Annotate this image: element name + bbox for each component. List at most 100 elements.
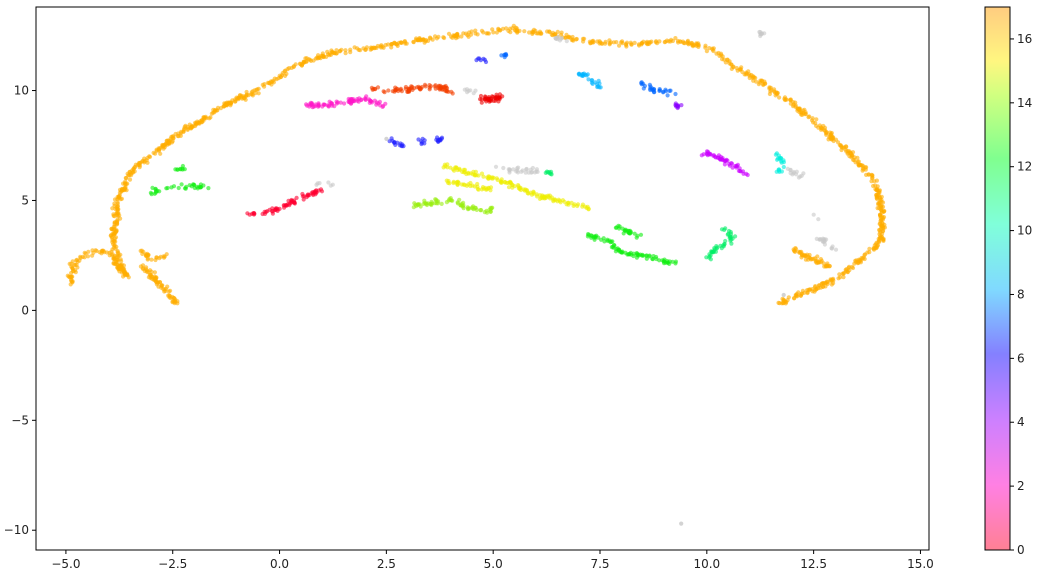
- data-point: [437, 87, 442, 92]
- plot-frame: [35, 6, 930, 551]
- data-point: [459, 34, 464, 39]
- data-point: [779, 160, 784, 165]
- data-point: [552, 32, 558, 37]
- colorbar-tick-label: 16: [1017, 32, 1032, 46]
- data-point: [320, 51, 325, 56]
- data-point: [617, 226, 622, 231]
- data-point: [112, 256, 117, 262]
- data-point: [494, 96, 500, 101]
- data-point: [525, 191, 530, 196]
- series-cluster-6: [499, 51, 678, 98]
- data-point: [841, 270, 847, 276]
- data-point: [810, 116, 815, 121]
- data-point: [316, 102, 321, 107]
- data-point: [743, 72, 749, 77]
- data-point: [264, 209, 269, 214]
- data-point: [260, 211, 265, 217]
- data-point: [524, 166, 529, 172]
- data-point: [494, 176, 499, 181]
- data-point: [769, 88, 774, 93]
- data-point: [455, 182, 460, 187]
- data-point: [548, 196, 553, 201]
- data-point: [475, 32, 480, 37]
- data-point: [479, 28, 485, 33]
- data-point: [369, 85, 374, 90]
- data-point: [159, 285, 164, 290]
- data-point: [428, 201, 433, 207]
- data-point: [793, 104, 798, 109]
- data-point: [284, 71, 289, 76]
- data-point: [403, 86, 408, 91]
- data-point: [754, 79, 759, 84]
- data-point: [372, 98, 377, 103]
- series-cluster-2: [304, 94, 388, 110]
- data-point: [277, 73, 282, 78]
- data-point: [181, 127, 187, 132]
- data-point: [714, 51, 719, 56]
- data-point: [553, 36, 558, 41]
- data-point: [450, 91, 455, 96]
- series-cluster-13: [411, 196, 495, 215]
- y-axis: −10 −5 0 5 10: [4, 84, 36, 537]
- data-point: [575, 203, 580, 209]
- data-point: [486, 176, 491, 181]
- data-point: [875, 206, 880, 211]
- data-point: [500, 26, 506, 31]
- data-point: [494, 30, 499, 35]
- data-point: [494, 92, 499, 97]
- data-point: [262, 82, 267, 87]
- data-point: [468, 88, 473, 93]
- data-point: [363, 96, 368, 101]
- data-point: [241, 94, 246, 99]
- colorbar: 0 2 4 6 8 10 12 14 16: [984, 6, 1032, 557]
- data-point: [670, 38, 676, 44]
- data-point: [785, 298, 790, 303]
- data-point: [348, 47, 353, 52]
- data-point: [490, 94, 495, 99]
- data-point: [679, 521, 684, 526]
- data-point: [829, 282, 835, 287]
- data-point: [151, 150, 156, 155]
- data-point: [313, 56, 319, 61]
- data-point: [807, 252, 812, 258]
- data-point: [508, 30, 513, 35]
- data-point: [777, 301, 782, 306]
- colorbar-tick-label: 12: [1017, 160, 1032, 174]
- data-point: [673, 261, 678, 266]
- data-point: [350, 99, 355, 104]
- data-point: [415, 202, 420, 207]
- data-point: [872, 179, 877, 184]
- data-point: [91, 250, 96, 255]
- data-point: [112, 238, 117, 243]
- data-point: [165, 185, 170, 191]
- data-point: [447, 197, 452, 202]
- data-point: [878, 235, 883, 240]
- data-point: [114, 219, 119, 224]
- series-cluster-14: [441, 162, 591, 212]
- x-tick-label: 10.0: [693, 557, 720, 571]
- data-point: [586, 232, 591, 237]
- data-point: [465, 205, 470, 210]
- data-point: [530, 29, 535, 34]
- data-point: [319, 189, 325, 194]
- data-point: [673, 36, 678, 41]
- data-point: [460, 204, 465, 209]
- data-point: [433, 34, 438, 39]
- data-point: [308, 58, 314, 64]
- data-point: [854, 259, 859, 265]
- data-point: [147, 268, 153, 273]
- data-point: [863, 167, 868, 172]
- data-point: [816, 286, 821, 291]
- data-point: [762, 31, 767, 36]
- data-point: [577, 72, 582, 77]
- data-point: [602, 239, 607, 244]
- data-point: [438, 137, 443, 143]
- data-point: [794, 293, 800, 298]
- data-point: [486, 31, 491, 36]
- data-point: [131, 166, 136, 171]
- data-point: [329, 101, 335, 106]
- data-point: [157, 280, 163, 285]
- data-point: [111, 260, 116, 265]
- data-point: [490, 27, 495, 32]
